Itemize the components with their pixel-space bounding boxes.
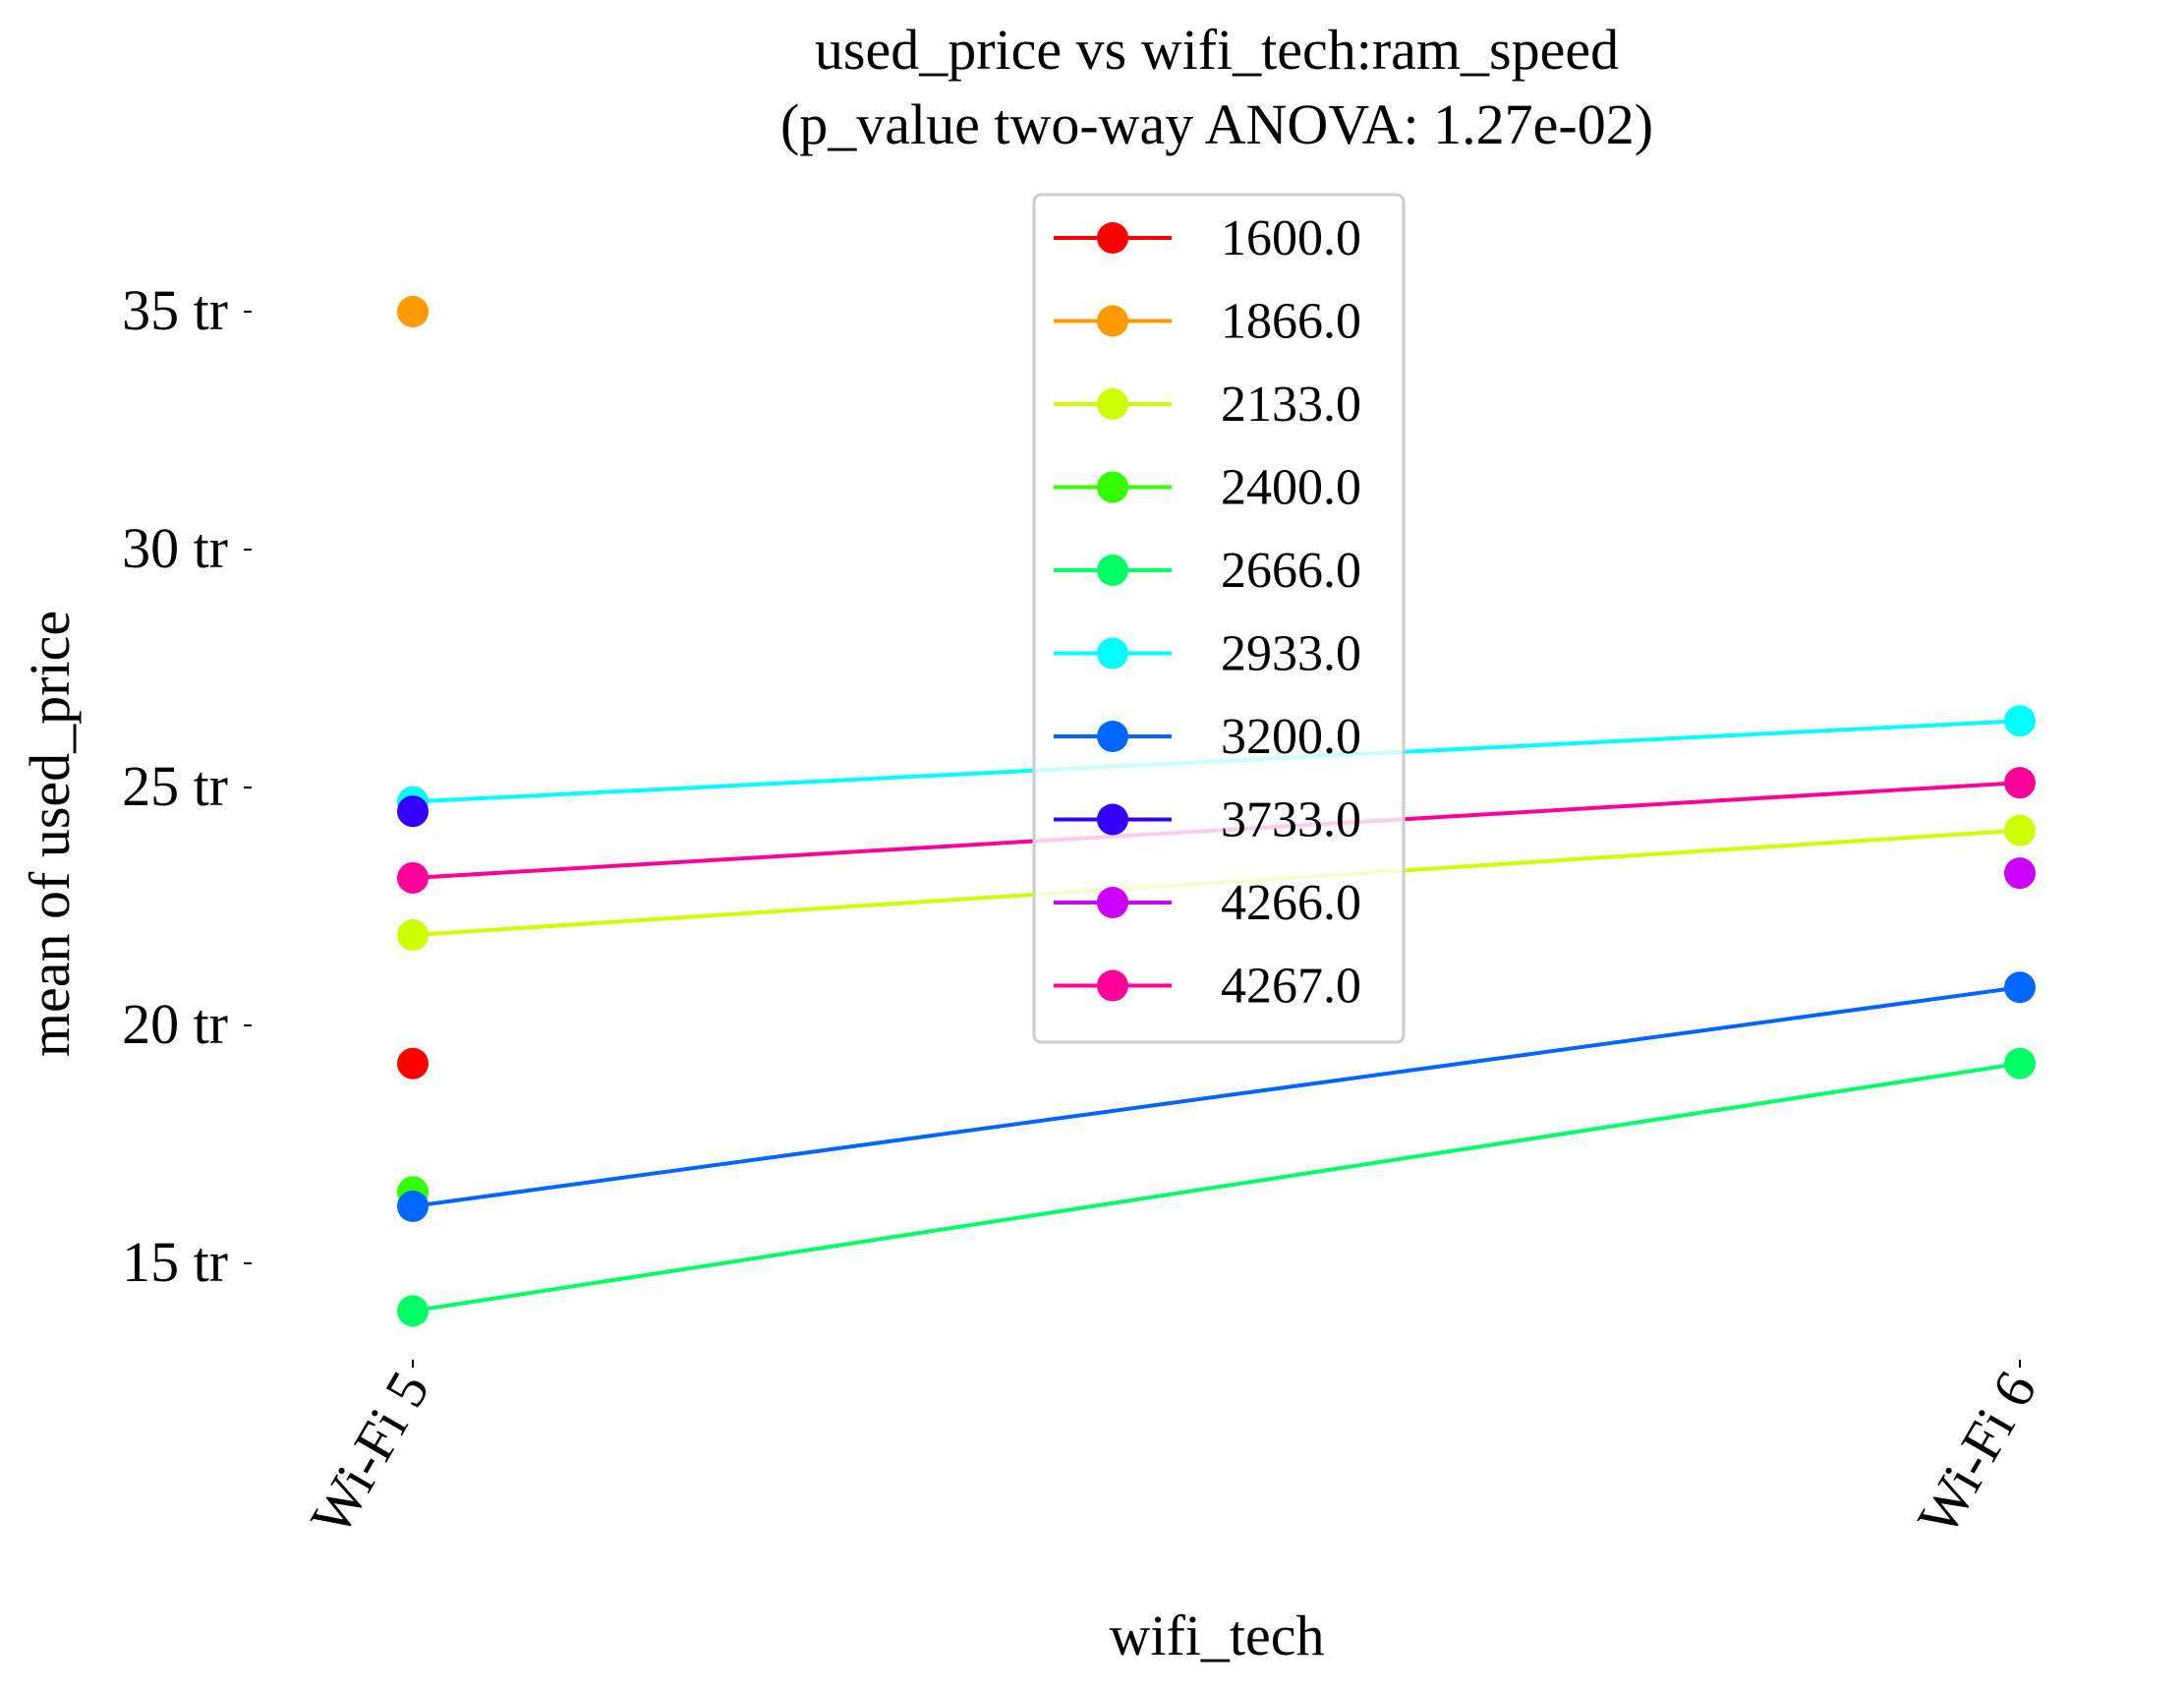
chart-title: used_price vs wifi_tech:ram_speed bbox=[815, 18, 1619, 82]
y-tick-label: 20 tr bbox=[122, 992, 228, 1056]
data-point-2133-0 bbox=[2004, 814, 2036, 846]
legend-marker bbox=[1097, 887, 1128, 918]
legend-label: 2133.0 bbox=[1221, 377, 1361, 433]
y-tick-label: 25 tr bbox=[122, 754, 228, 818]
y-axis-label: mean of used_price bbox=[18, 611, 82, 1057]
legend-item: 1866.0 bbox=[1054, 294, 1361, 350]
x-axis-label: wifi_tech bbox=[1109, 1604, 1324, 1667]
legend-marker bbox=[1097, 471, 1128, 503]
chart-subtitle: (p_value two-way ANOVA: 1.27e-02) bbox=[780, 92, 1653, 156]
y-tick-label: 35 tr bbox=[122, 278, 228, 342]
legend-marker bbox=[1097, 721, 1128, 752]
legend-label: 4266.0 bbox=[1221, 875, 1361, 931]
data-point-4267-0 bbox=[2004, 767, 2036, 799]
legend-item: 4266.0 bbox=[1054, 875, 1361, 931]
legend: 1600.0 1866.0 2133.0 2400.0 2666.0 2933.0 3200… bbox=[1032, 193, 1406, 1044]
legend-item: 4267.0 bbox=[1054, 959, 1361, 1015]
legend-marker bbox=[1097, 969, 1128, 1002]
legend-item: 2666.0 bbox=[1054, 543, 1361, 599]
legend-marker bbox=[1097, 637, 1128, 670]
legend-label: 2933.0 bbox=[1221, 626, 1361, 682]
legend-marker bbox=[1097, 222, 1128, 254]
data-point-2666-0 bbox=[397, 1295, 429, 1327]
legend-label: 3200.0 bbox=[1221, 709, 1361, 765]
data-point-1600-0 bbox=[397, 1047, 429, 1080]
legend-item: 3200.0 bbox=[1054, 709, 1361, 765]
legend-item: 2400.0 bbox=[1054, 460, 1361, 516]
y-tick-label: 30 tr bbox=[122, 516, 228, 580]
data-point-3733-0 bbox=[397, 795, 429, 828]
data-point-2933-0 bbox=[2004, 705, 2036, 737]
legend-label: 2400.0 bbox=[1221, 460, 1361, 516]
legend-items: 1600.0 1866.0 2133.0 2400.0 2666.0 2933.0 3200… bbox=[1054, 210, 1361, 1015]
legend-label: 2666.0 bbox=[1221, 543, 1361, 599]
y-tick-label: 15 tr bbox=[122, 1230, 228, 1294]
series-points bbox=[397, 296, 2036, 1327]
series-line-2666-0 bbox=[412, 1061, 2021, 1314]
y-axis: 15 tr 20 tr 25 tr 30 tr 35 tr bbox=[122, 278, 252, 1294]
legend-marker bbox=[1097, 803, 1128, 836]
legend-label: 4267.0 bbox=[1221, 959, 1361, 1015]
legend-item: 2933.0 bbox=[1054, 626, 1361, 682]
data-point-2666-0 bbox=[2004, 1047, 2036, 1080]
data-point-4266-0 bbox=[2004, 857, 2036, 890]
legend-item: 2133.0 bbox=[1054, 377, 1361, 433]
legend-item: 1600.0 bbox=[1054, 210, 1361, 266]
data-point-2133-0 bbox=[397, 919, 429, 952]
data-point-3200-0 bbox=[397, 1190, 429, 1222]
legend-marker bbox=[1097, 305, 1128, 337]
legend-label: 3733.0 bbox=[1221, 792, 1361, 848]
data-point-4267-0 bbox=[397, 861, 429, 894]
legend-label: 1600.0 bbox=[1221, 210, 1361, 266]
data-point-1866-0 bbox=[397, 296, 429, 327]
legend-item: 3733.0 bbox=[1054, 792, 1361, 848]
legend-marker bbox=[1097, 555, 1128, 586]
legend-label: 1866.0 bbox=[1221, 294, 1361, 350]
legend-marker bbox=[1097, 388, 1128, 420]
series-line-3200-0 bbox=[412, 985, 2021, 1208]
data-point-3200-0 bbox=[2004, 971, 2036, 1004]
